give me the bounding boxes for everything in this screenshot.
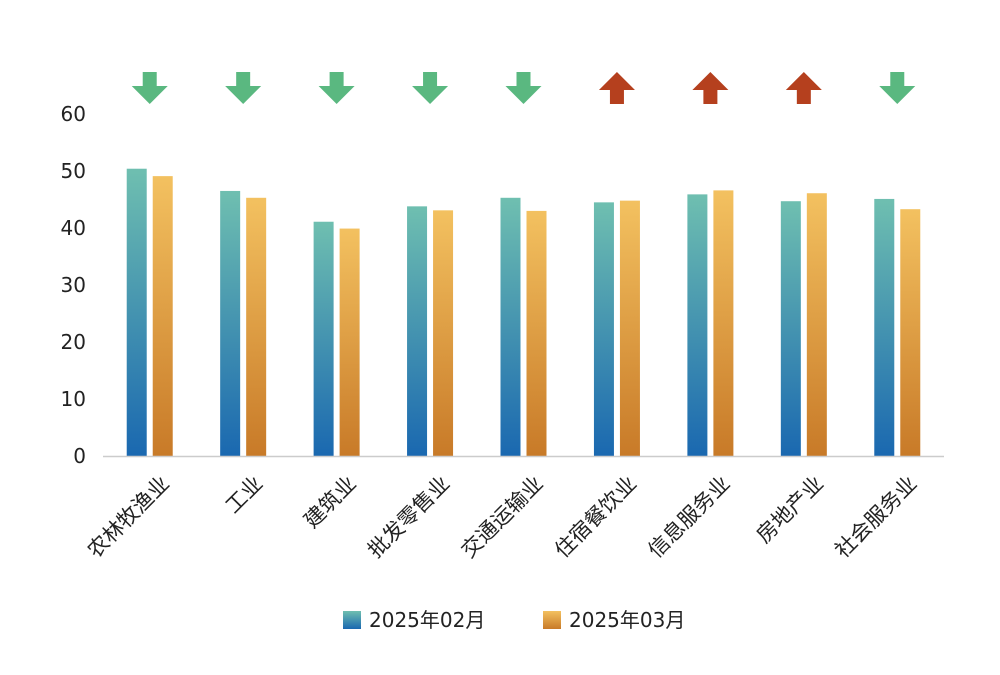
bar-series2 [339,228,360,456]
y-tick-label: 60 [61,102,86,126]
y-tick-label: 20 [61,330,86,354]
bar-series2 [713,190,734,456]
x-category-label: 住宿餐饮业 [550,471,641,562]
legend-swatch [343,611,361,629]
bar-series1 [126,168,147,456]
bars-layer [126,168,921,457]
legend-swatch [543,611,561,629]
arrow-down-icon [505,72,542,104]
bar-series1 [593,202,614,456]
arrow-down-icon [318,72,355,104]
bar-series2 [152,176,173,456]
y-tick-label: 0 [73,444,86,468]
bar-series1 [874,198,895,456]
y-tick-label: 10 [61,387,86,411]
bar-series1 [780,201,801,456]
x-category-label: 房地产业 [752,471,828,547]
bar-series1 [407,206,428,456]
bar-series1 [500,197,521,457]
arrow-down-icon [879,72,916,104]
bar-series2 [246,197,267,457]
bar-series1 [220,190,241,456]
x-category-label: 信息服务业 [643,471,734,562]
bar-series2 [619,200,640,456]
bar-series1 [313,221,334,456]
bar-series1 [687,194,708,456]
bar-series2 [900,209,921,456]
arrow-up-icon [598,72,635,104]
arrow-up-icon [692,72,729,104]
legend-label: 2025年02月 [369,608,485,632]
x-category-label: 交通运输业 [457,471,548,562]
arrow-down-icon [412,72,449,104]
y-tick-label: 50 [61,159,86,183]
arrow-up-icon [785,72,822,104]
x-category-label: 工业 [221,471,268,518]
legend: 2025年02月 2025年03月 [343,608,685,632]
y-tick-label: 40 [61,216,86,240]
x-category-label: 建筑业 [299,471,361,533]
y-axis: 0 10 20 30 40 50 60 [61,102,86,468]
x-category-label: 社会服务业 [830,471,921,562]
bar-series2 [806,193,827,457]
arrow-down-icon [225,72,262,104]
y-tick-label: 30 [61,273,86,297]
trend-indicators [131,72,916,104]
bar-series2 [526,210,547,456]
x-category-label: 农林牧渔业 [83,471,174,562]
bar-series2 [433,210,454,456]
x-axis: 农林牧渔业 工业 建筑业 批发零售业 交通运输业 住宿餐饮业 信息服务业 房地产业 社会服务业 [83,455,944,563]
x-category-label: 批发零售业 [363,471,454,562]
legend-label: 2025年03月 [569,608,685,632]
arrow-down-icon [131,72,168,104]
